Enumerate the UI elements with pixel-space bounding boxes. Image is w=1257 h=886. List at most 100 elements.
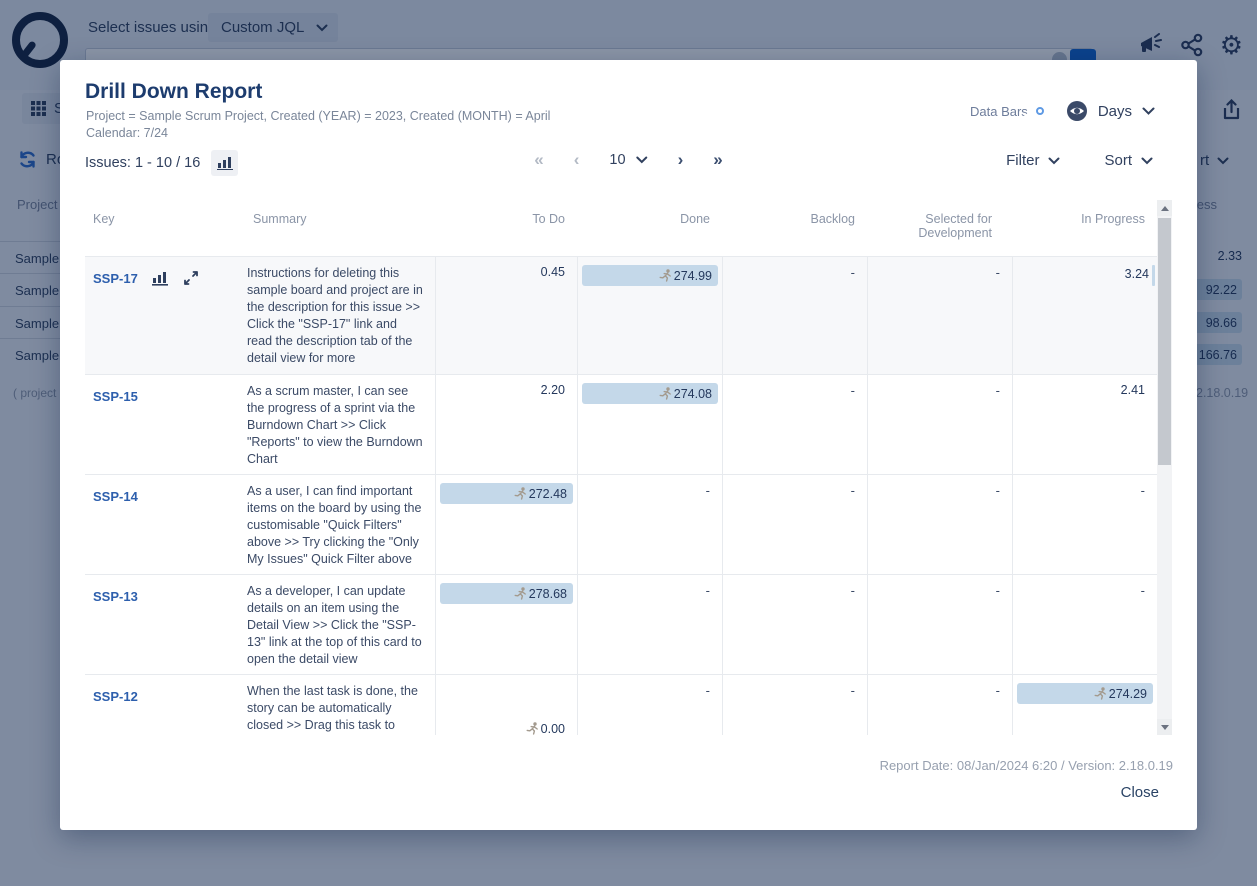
app-logo — [12, 12, 68, 68]
data-bars-toggle[interactable] — [1021, 107, 1058, 129]
done-value: - — [577, 675, 722, 735]
last-page-button[interactable]: » — [713, 150, 723, 169]
backlog-value: - — [722, 375, 867, 474]
report-filter-summary: Project = Sample Scrum Project, Created … — [86, 109, 551, 123]
col-header-inprogress: In Progress — [1081, 212, 1145, 226]
issue-summary: As a user, I can find important items on… — [247, 484, 422, 566]
page-size-value: 10 — [609, 152, 626, 168]
todo-cell: 272.48 — [435, 475, 577, 574]
col-header-backlog: Backlog — [810, 212, 855, 226]
data-bar: 278.68 — [440, 583, 573, 604]
scrollbar-thumb[interactable] — [1158, 218, 1171, 465]
bg-table-row: Sample — [0, 306, 88, 339]
drill-down-table: Key Summary To Do Done Backlog Selected … — [85, 200, 1157, 735]
share-icon — [1180, 33, 1202, 57]
close-button[interactable]: Close — [1120, 784, 1159, 801]
table-row: SSP-15 As a scrum master, I can see the … — [85, 375, 1157, 475]
done-value: - — [577, 575, 722, 674]
selected-value: - — [867, 575, 1012, 674]
inprogress-value: - — [1012, 475, 1157, 574]
data-bar — [1152, 265, 1155, 286]
issues-count-label: Issues: 1 - 10 / 16 — [85, 155, 201, 171]
data-bar: 274.08 — [582, 383, 718, 404]
done-cell: 274.99 — [577, 257, 722, 374]
unit-selector-label[interactable]: Days — [1097, 102, 1132, 120]
inprogress-cell: 3.24 — [1012, 257, 1157, 374]
bg-export-label: rt — [1200, 152, 1210, 169]
drill-down-report-dialog: Drill Down Report Project = Sample Scrum… — [60, 60, 1197, 830]
data-bar: 272.48 — [440, 483, 573, 504]
runner-icon — [659, 387, 671, 400]
runner-icon — [1094, 687, 1106, 700]
runner-icon — [526, 722, 538, 735]
inprogress-value: 2.41 — [1012, 375, 1157, 474]
todo-value: 0.45 — [435, 257, 577, 374]
chevron-down-icon — [1141, 157, 1153, 164]
prev-page-button[interactable]: ‹ — [573, 150, 580, 169]
done-value: 274.08 — [673, 386, 712, 401]
col-header-summary: Summary — [253, 212, 307, 226]
backlog-value: - — [722, 675, 867, 735]
select-issues-label: Select issues using — [88, 19, 217, 36]
issue-summary: As a scrum master, I can see the progres… — [247, 384, 423, 466]
bg-project-header: Project — [17, 197, 58, 212]
todo-value: 2.20 — [435, 375, 577, 474]
page-title: Drill Down Report — [85, 80, 263, 103]
gear-icon: ⚙ — [1219, 30, 1243, 60]
issue-summary: As a developer, I can update details on … — [247, 584, 422, 666]
bg-table-row: Sample — [0, 273, 88, 306]
todo-value: 272.48 — [528, 486, 567, 501]
issue-key-link[interactable]: SSP-12 — [93, 688, 138, 704]
expand-icon[interactable] — [183, 270, 199, 286]
chevron-down-icon — [636, 156, 648, 164]
col-header-todo: To Do — [532, 212, 565, 226]
issue-key-link[interactable]: SSP-15 — [93, 388, 138, 404]
page-size-dropdown[interactable]: 10 — [609, 152, 648, 168]
inprogress-value: 3.24 — [1124, 267, 1149, 281]
jql-mode-label: Custom JQL — [221, 19, 305, 36]
done-value: - — [577, 475, 722, 574]
data-bars-label: Data Bars — [970, 103, 1028, 119]
table-row: SSP-14 As a user, I can find important i… — [85, 475, 1157, 575]
bg-table-row: Sample — [0, 241, 88, 274]
issue-key-link[interactable]: SSP-17 — [93, 270, 138, 286]
runner-icon — [514, 487, 526, 500]
chevron-down-icon — [1217, 157, 1229, 164]
issue-summary: Instructions for deleting this sample bo… — [247, 266, 423, 365]
selected-value: - — [867, 475, 1012, 574]
bg-project-footnote: ( project i — [13, 386, 63, 400]
show-chart-button[interactable] — [211, 150, 239, 176]
inprogress-value: 274.29 — [1108, 686, 1147, 701]
calendar-info: Calendar: 7/24 — [86, 126, 169, 140]
col-header-key: Key — [93, 212, 115, 226]
bar-chart-icon[interactable] — [151, 271, 169, 286]
table-row: SSP-12 When the last task is done, the s… — [85, 675, 1157, 735]
bg-version: 2.18.0.19 — [1196, 386, 1249, 400]
selected-value: - — [867, 257, 1012, 374]
issue-key-link[interactable]: SSP-14 — [93, 488, 138, 504]
first-page-button[interactable]: « — [534, 150, 544, 169]
scroll-up-button[interactable] — [1157, 200, 1172, 216]
next-page-button[interactable]: › — [677, 150, 684, 169]
table-row: SSP-17 Instructions for deleting this sa… — [85, 257, 1157, 375]
issue-key-link[interactable]: SSP-13 — [93, 588, 138, 604]
todo-cell: 0.00 — [435, 675, 577, 735]
table-scrollbar[interactable] — [1157, 200, 1172, 735]
backlog-value: - — [722, 475, 867, 574]
scroll-down-button[interactable] — [1157, 719, 1172, 735]
data-bar: 274.99 — [582, 265, 718, 286]
filter-label: Filter — [1006, 152, 1040, 169]
inprogress-value: - — [1012, 575, 1157, 674]
backlog-value: - — [722, 257, 867, 374]
runner-icon — [659, 269, 671, 282]
check-icon — [1043, 114, 1058, 128]
report-date-version: Report Date: 08/Jan/2024 6:20 / Version:… — [879, 758, 1173, 773]
chevron-down-icon[interactable] — [1142, 107, 1155, 116]
sort-dropdown[interactable]: Sort — [1104, 152, 1153, 169]
bg-value-bar: 166.76 — [1190, 344, 1242, 365]
filter-dropdown[interactable]: Filter — [1006, 152, 1060, 169]
selected-value: - — [867, 675, 1012, 735]
table-row: SSP-13 As a developer, I can update deta… — [85, 575, 1157, 675]
grid-icon — [31, 101, 46, 116]
inprogress-cell: 274.29 — [1012, 675, 1157, 735]
